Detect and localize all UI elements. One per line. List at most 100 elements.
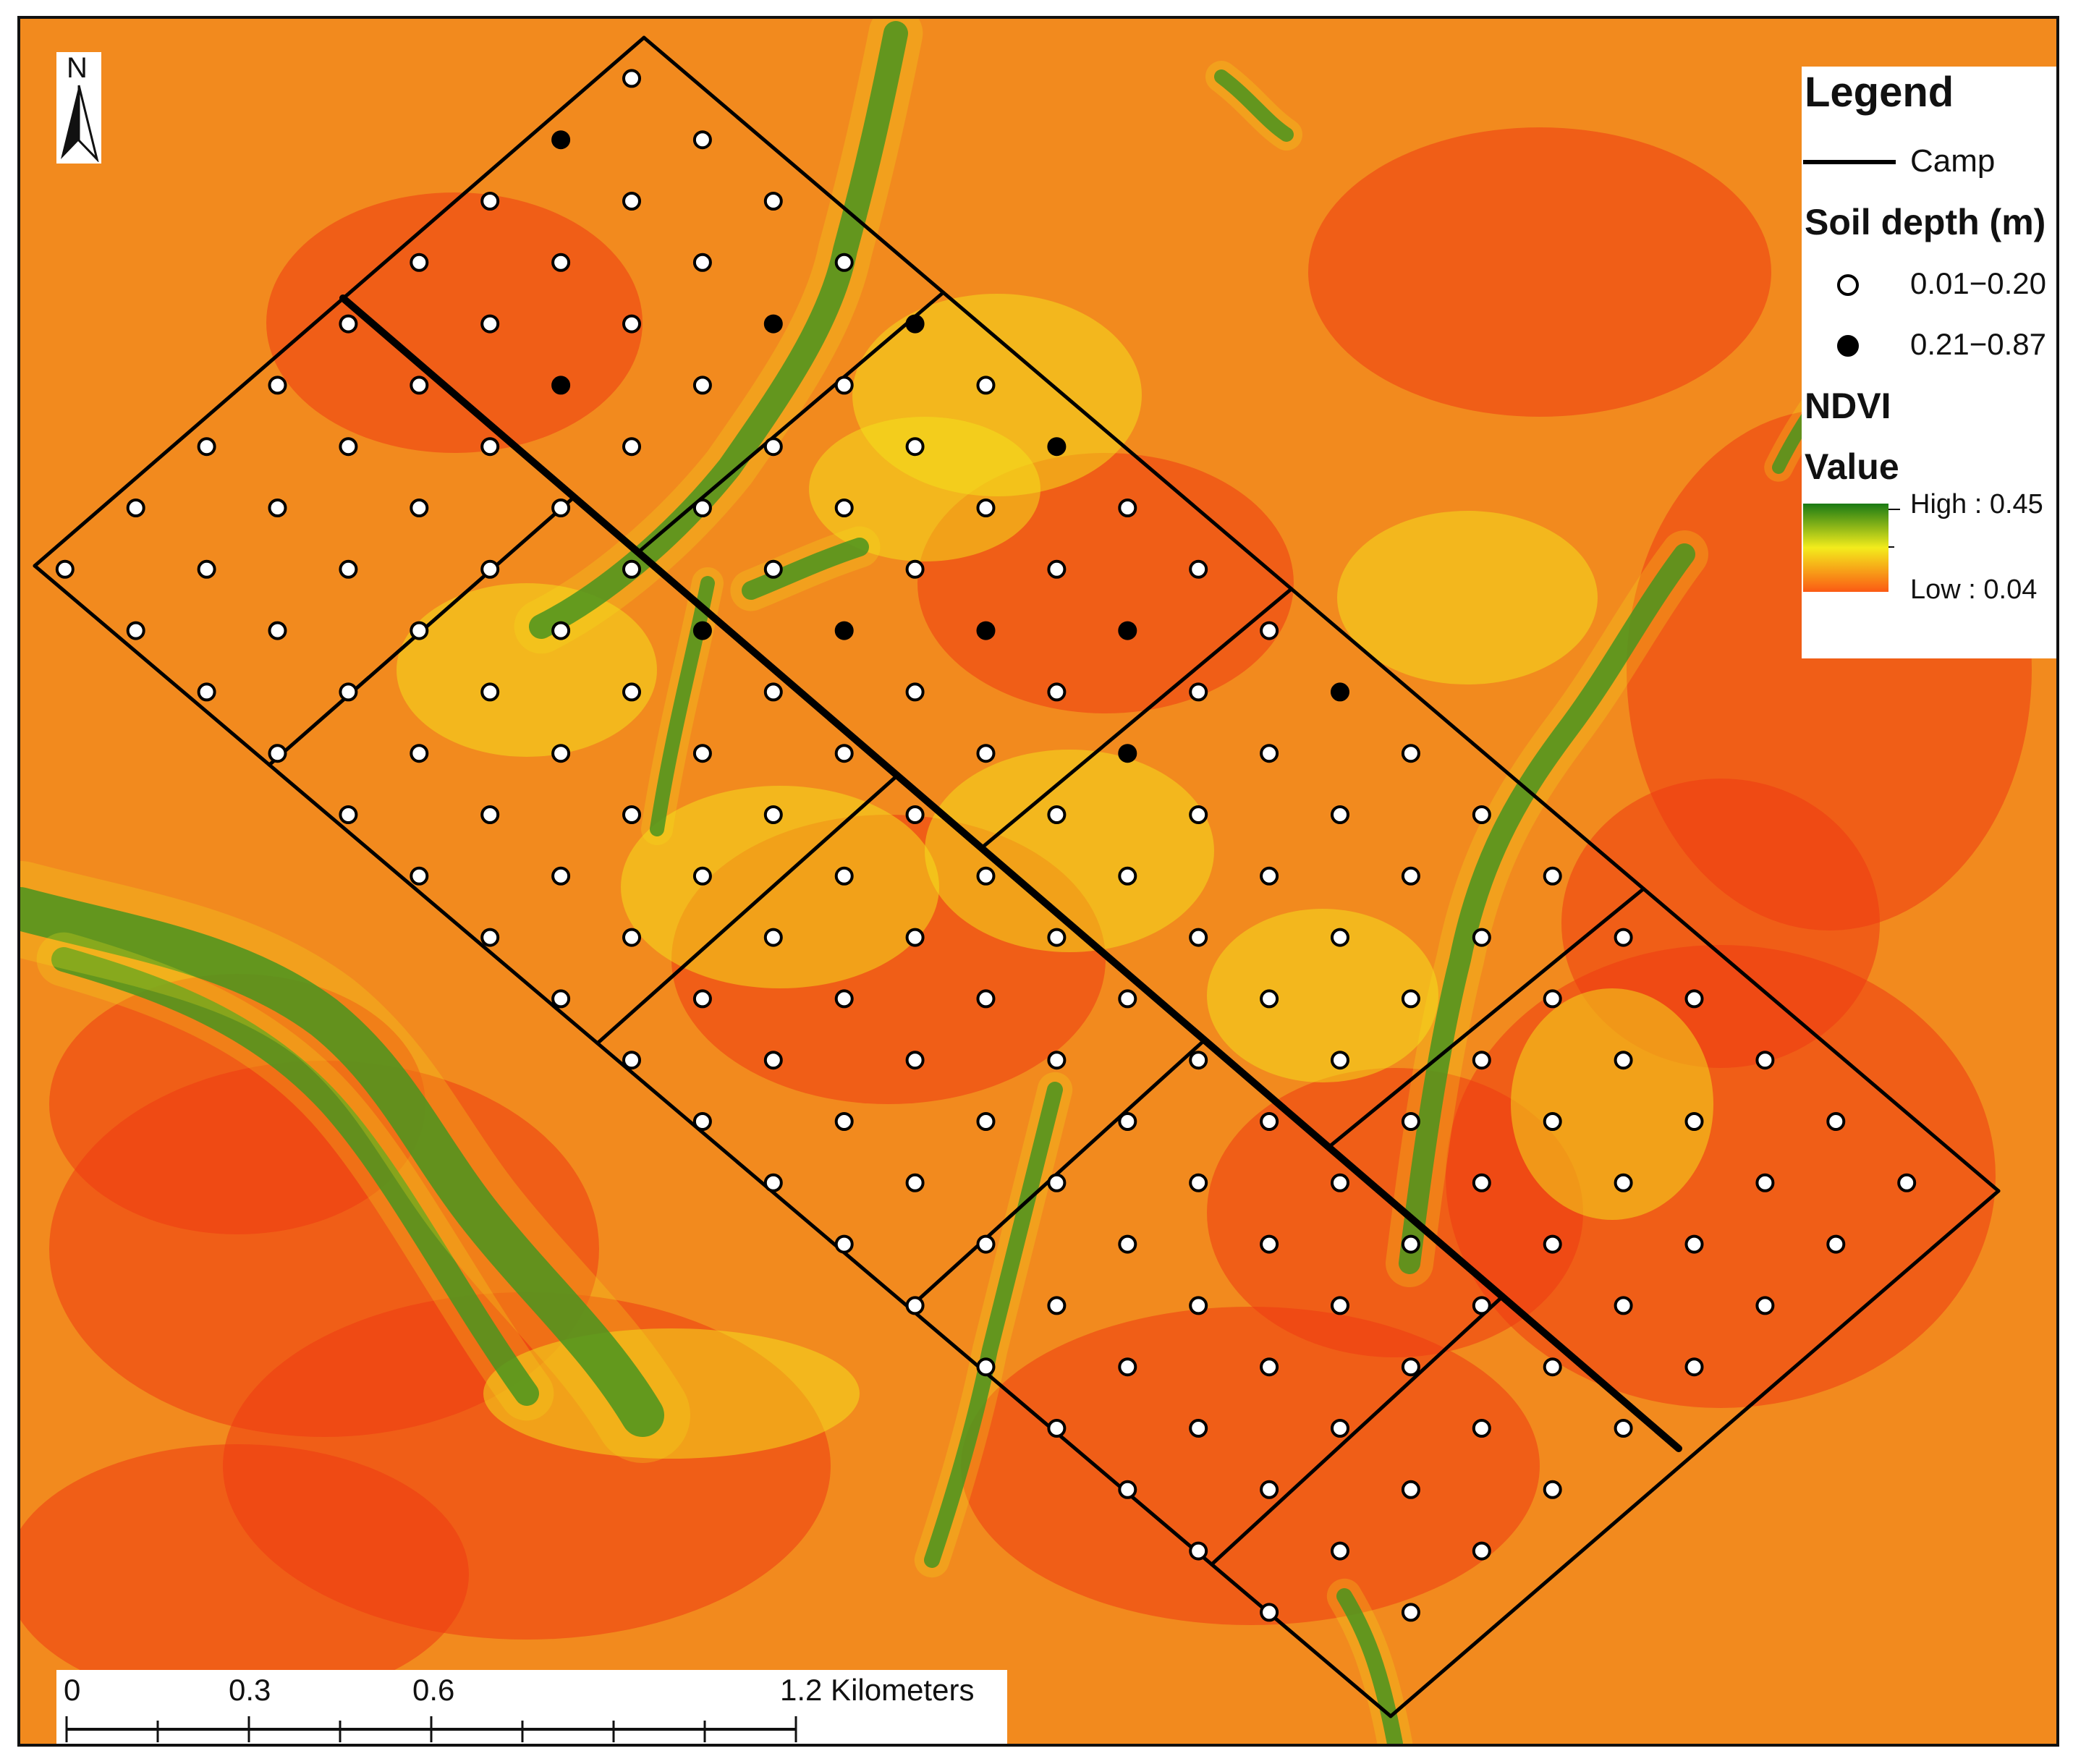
sample-point-shallow <box>1543 1234 1562 1254</box>
sample-point-shallow <box>976 989 996 1009</box>
sample-point-shallow <box>1260 1480 1279 1499</box>
camp-boundary-outer <box>33 564 1393 1718</box>
vegetation-halo <box>1205 61 1302 150</box>
north-label: N <box>67 52 88 84</box>
sample-point-shallow <box>692 376 712 395</box>
sample-point-shallow <box>551 499 571 517</box>
sample-point-shallow <box>905 1296 925 1315</box>
sample-point-shallow <box>268 744 287 763</box>
sample-point-shallow <box>1118 1234 1137 1254</box>
sample-point-shallow <box>197 559 216 579</box>
sample-point-shallow <box>339 805 358 824</box>
sample-point-shallow <box>622 1051 641 1070</box>
sample-point-shallow <box>976 376 996 395</box>
sample-point-deep <box>551 376 571 395</box>
sample-point-shallow <box>763 928 783 947</box>
mid-ndvi-patch <box>1337 511 1598 684</box>
sample-point-deep <box>1118 621 1137 640</box>
sample-point-shallow <box>1189 1419 1208 1438</box>
vegetation-halo <box>641 567 724 845</box>
mid-ndvi-patch <box>1207 909 1438 1082</box>
sample-point-shallow <box>834 253 854 272</box>
sample-point-shallow <box>1614 1419 1633 1438</box>
sample-point-shallow <box>1189 682 1208 702</box>
soil-deep-symbol <box>1837 335 1859 357</box>
sample-point-shallow <box>976 499 996 517</box>
sample-point-shallow <box>1331 1419 1349 1438</box>
sample-point-shallow <box>1118 1357 1137 1377</box>
sample-point-shallow <box>1755 1173 1775 1192</box>
sample-point-shallow <box>480 928 500 947</box>
vegetation-strip <box>1214 69 1294 142</box>
sample-point-shallow <box>1543 989 1562 1009</box>
sample-point-shallow <box>1401 989 1420 1009</box>
sample-point-shallow <box>339 559 358 579</box>
sample-point-shallow <box>1472 1419 1491 1438</box>
scale-bar-graphic <box>65 1716 797 1742</box>
sample-point-shallow <box>1614 1051 1633 1070</box>
sample-point-shallow <box>1118 499 1137 517</box>
sample-point-shallow <box>1047 1173 1067 1192</box>
sample-point-shallow <box>763 1051 783 1070</box>
sample-point-shallow <box>268 499 287 517</box>
sample-point-shallow <box>1047 1296 1067 1315</box>
sample-point-deep <box>1118 744 1137 763</box>
sample-point-shallow <box>1472 1051 1491 1070</box>
sample-point-shallow <box>1472 805 1491 824</box>
sample-point-shallow <box>1331 1173 1349 1192</box>
sample-point-shallow <box>1189 559 1208 579</box>
sample-point-shallow <box>268 621 287 640</box>
sample-point-shallow <box>551 744 571 763</box>
mid-ndvi-patch <box>925 750 1214 952</box>
sample-point-shallow <box>339 437 358 457</box>
sample-point-shallow <box>410 376 429 395</box>
sample-point-shallow <box>692 866 712 886</box>
sample-point-shallow <box>692 1112 712 1131</box>
sample-point-shallow <box>905 682 925 702</box>
camp-boundary-outer <box>1389 1189 2001 1718</box>
sample-point-shallow <box>1189 1541 1208 1561</box>
sample-point-shallow <box>905 928 925 947</box>
vegetation-halo <box>730 526 881 611</box>
sample-point-shallow <box>622 69 641 88</box>
sample-point-shallow <box>126 621 145 640</box>
sample-point-shallow <box>1684 1112 1704 1131</box>
camp-divider <box>1210 1294 1504 1566</box>
sample-point-shallow <box>1047 682 1067 702</box>
sample-point-shallow <box>1260 1234 1279 1254</box>
camp-divider <box>979 587 1294 850</box>
sample-point-shallow <box>763 437 783 457</box>
north-arrow-icon <box>61 85 99 162</box>
sample-point-shallow <box>692 744 712 763</box>
sample-point-shallow <box>339 314 358 334</box>
sample-point-shallow <box>905 437 925 457</box>
sample-point-shallow <box>622 559 641 579</box>
sample-point-shallow <box>1118 866 1137 886</box>
sample-point-shallow <box>622 437 641 457</box>
sample-point-shallow <box>126 499 145 517</box>
sample-point-shallow <box>1401 1112 1420 1131</box>
sample-point-shallow <box>622 805 641 824</box>
sample-point-shallow <box>1472 1173 1491 1192</box>
sample-point-shallow <box>1755 1296 1775 1315</box>
sample-point-shallow <box>905 559 925 579</box>
vegetation-halo <box>20 861 690 1463</box>
sample-point-shallow <box>410 866 429 886</box>
legend-panel: Legend Camp Soil depth (m) 0.01−0.20 0.2… <box>1802 67 2056 658</box>
sample-point-shallow <box>1331 928 1349 947</box>
sample-point-shallow <box>763 805 783 824</box>
vegetation-strip <box>1336 1588 1403 1744</box>
scale-label-0-6: 0.6 <box>412 1673 455 1707</box>
sample-point-shallow <box>1260 989 1279 1009</box>
map-frame: N Legend Camp Soil depth (m) 0.01−0.20 0… <box>17 16 2059 1747</box>
sample-point-deep <box>1047 437 1067 457</box>
north-arrow: N <box>56 52 101 164</box>
mid-ndvi-patch <box>1511 988 1713 1220</box>
soil-shallow-symbol <box>1837 274 1859 296</box>
mid-ndvi-patch <box>809 417 1040 561</box>
ndvi-map[interactable] <box>20 19 2056 1744</box>
sample-point-shallow <box>1047 559 1067 579</box>
sample-point-shallow <box>1118 989 1137 1009</box>
sample-point-shallow <box>976 744 996 763</box>
legend-camp-label: Camp <box>1910 143 1996 179</box>
